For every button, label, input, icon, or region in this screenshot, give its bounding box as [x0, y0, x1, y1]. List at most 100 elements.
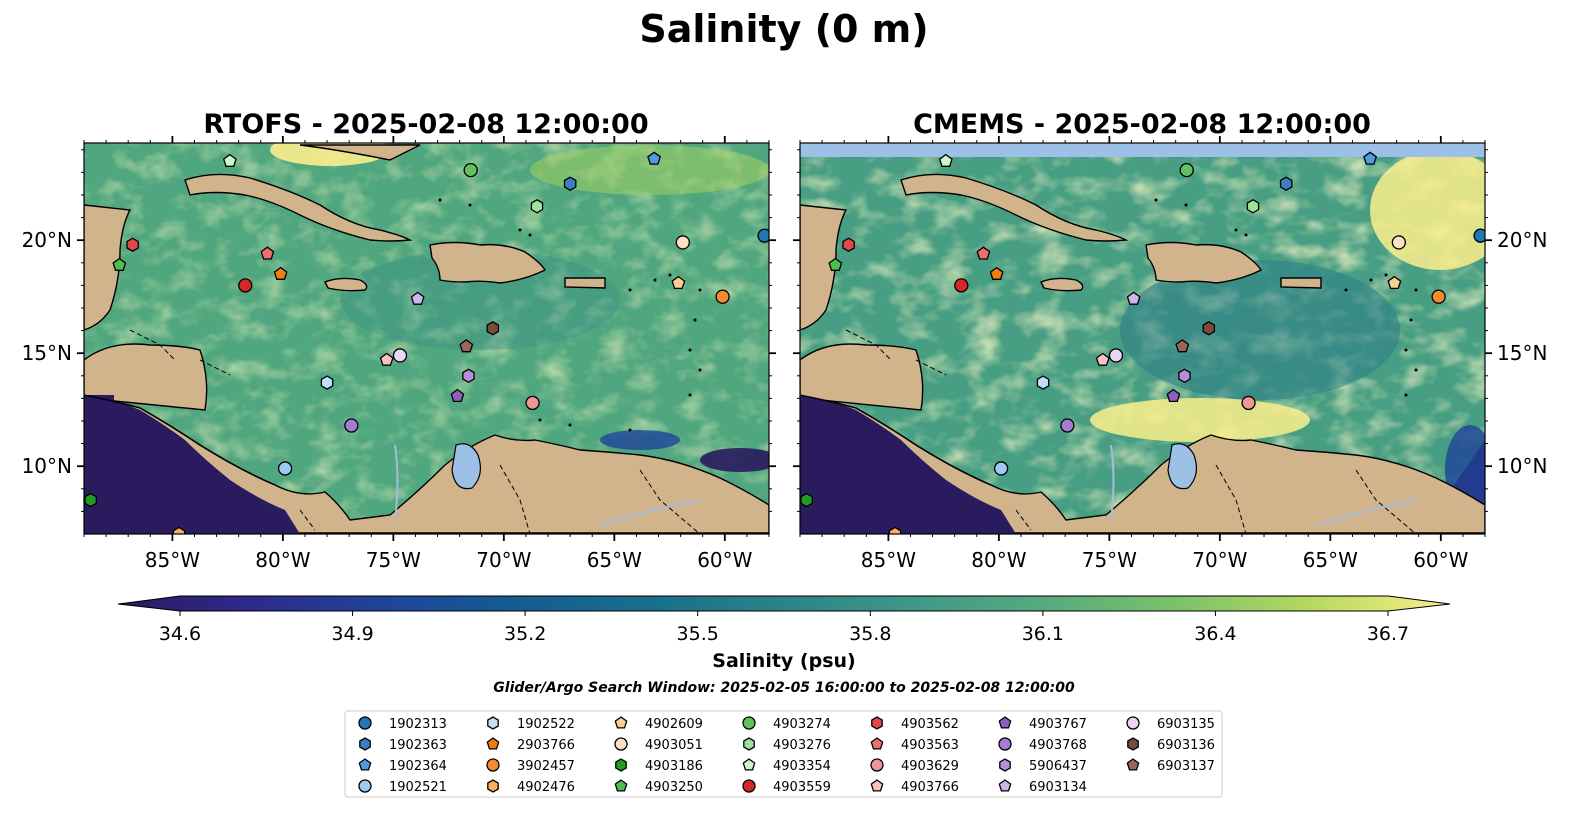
float-marker-1902313	[757, 228, 769, 243]
float-marker-4903274	[463, 162, 478, 178]
legend-marker-1902521	[358, 779, 372, 793]
x-tick-label: 70°W	[476, 548, 531, 572]
x-tick-label: 85°W	[145, 548, 200, 572]
float-marker-1902521	[277, 461, 293, 476]
float-marker-2903766	[989, 266, 1004, 280]
legend-entry: 1902363	[359, 737, 447, 753]
float-marker-4903276	[530, 199, 544, 214]
float-marker-4903250	[828, 257, 843, 271]
legend-entry: 4903354	[742, 758, 831, 774]
legend-marker-4903274	[742, 716, 756, 730]
legend-marker-4903186	[615, 758, 627, 772]
legend-marker-1902363	[359, 737, 371, 751]
search-window-caption: Glider/Argo Search Window: 2025-02-05 16…	[493, 680, 1075, 696]
float-marker-2903766	[273, 266, 288, 280]
colorbar-tick-label: 35.2	[504, 623, 546, 645]
float-marker-1902522	[320, 375, 334, 390]
y-tick-label: 20°N	[22, 228, 72, 252]
x-tick-label: 80°W	[255, 548, 310, 572]
legend-label: 4903274	[773, 717, 831, 732]
legend-entry: 1902313	[358, 716, 447, 732]
legend-marker-6903137	[1126, 758, 1140, 771]
legend-marker-4903562	[871, 716, 883, 730]
axes-cmems: 85°W 80°W 75°W 70°W 65°W 60°W 10°N 15°N 20°N	[793, 136, 1547, 572]
legend: 1902313 1902363 1902364 1902521 1902522 29037…	[358, 716, 1215, 795]
float-marker-4903767	[1166, 388, 1181, 403]
float-marker-4902609	[1387, 275, 1402, 290]
y-tick-label: 20°N	[1497, 228, 1547, 252]
legend-label: 2903766	[517, 738, 575, 753]
float-marker-1902363	[563, 176, 577, 191]
legend-entry: 4903767	[998, 716, 1087, 732]
legend-entry: 1902521	[358, 779, 447, 795]
y-tick-label: 10°N	[22, 454, 72, 478]
legend-label: 4902476	[517, 780, 575, 795]
legend-entry: 1902364	[358, 758, 447, 774]
legend-entry: 2903766	[486, 737, 575, 753]
legend-label: 4902609	[645, 717, 703, 732]
axes-frame-rtofs	[83, 142, 770, 535]
legend-label: 4903768	[1029, 738, 1087, 753]
float-marker-4902476	[172, 526, 186, 534]
legend-entry: 4903562	[871, 716, 959, 732]
legend-label: 6903135	[1157, 717, 1215, 732]
legend-marker-1902364	[358, 758, 372, 771]
legend-label: 4903629	[901, 759, 959, 774]
legend-entry: 4903051	[614, 737, 703, 753]
panel-cmems: CMEMS - 2025-02-08 12:00:00	[793, 109, 1547, 572]
float-marker-4903562	[842, 237, 855, 252]
legend-entry: 4903563	[870, 737, 959, 753]
legend-entry: 4903250	[614, 779, 703, 795]
legend-entry: 6903134	[998, 779, 1087, 795]
legend-label: 4903276	[773, 738, 831, 753]
float-marker-4903354	[222, 153, 237, 167]
float-marker-4902609	[671, 275, 686, 290]
legend-entry: 5906437	[999, 758, 1087, 774]
float-marker-1902364	[1363, 151, 1378, 165]
x-tick-label: 65°W	[587, 548, 642, 572]
legend-label: 6903134	[1029, 780, 1087, 795]
colorbar: 34.6 34.9 35.2 35.5 35.8 36.1 36.4 36.7 Salinit…	[117, 595, 1451, 672]
float-marker-4903559	[954, 278, 969, 293]
legend-marker-4903276	[743, 737, 755, 751]
legend-entry: 4902609	[614, 716, 703, 732]
colorbar-body	[117, 595, 1451, 612]
float-marker-1902363	[1279, 176, 1293, 191]
legend-label: 1902522	[517, 717, 575, 732]
legend-marker-6903135	[1126, 716, 1140, 730]
legend-marker-6903136	[1127, 737, 1139, 751]
float-marker-4903186	[84, 492, 97, 508]
float-marker-4902476	[888, 526, 902, 534]
float-marker-4903767	[450, 388, 465, 403]
legend-entry: 4903559	[742, 779, 831, 795]
float-marker-6903136	[1202, 321, 1216, 336]
float-marker-4903766	[1095, 352, 1110, 366]
legend-label: 4903766	[901, 780, 959, 795]
float-marker-4903276	[1246, 199, 1260, 214]
colorbar-tick-label: 36.4	[1194, 623, 1236, 645]
axes-rtofs: 85°W 80°W 75°W 70°W 65°W 60°W 10°N 15°N 20°N	[22, 136, 776, 572]
legend-entry: 4902476	[487, 779, 575, 795]
float-marker-4903768	[344, 418, 359, 433]
float-marker-1902313	[1473, 228, 1485, 243]
float-marker-3902457	[1431, 289, 1446, 304]
colorbar-tick-label: 36.7	[1367, 623, 1409, 645]
legend-entry: 4903186	[615, 758, 703, 774]
legend-label: 4903563	[901, 738, 959, 753]
legend-label: 4903051	[645, 738, 703, 753]
float-marker-6903134	[410, 291, 425, 305]
nodata-strip-cmems	[800, 143, 1485, 157]
legend-label: 6903136	[1157, 738, 1215, 753]
legend-marker-4903766	[870, 779, 884, 792]
float-marker-5906437	[462, 368, 475, 384]
y-tick-label: 15°N	[22, 341, 72, 365]
figure-title: Salinity (0 m)	[639, 7, 928, 51]
float-marker-6903137	[459, 339, 474, 353]
colorbar-tick-label: 35.5	[677, 623, 719, 645]
legend-label: 3902457	[517, 759, 575, 774]
legend-marker-1902522	[487, 716, 499, 730]
legend-entry: 6903135	[1126, 716, 1215, 732]
colorbar-tick-label: 34.6	[159, 623, 201, 645]
float-marker-1902521	[993, 461, 1009, 476]
